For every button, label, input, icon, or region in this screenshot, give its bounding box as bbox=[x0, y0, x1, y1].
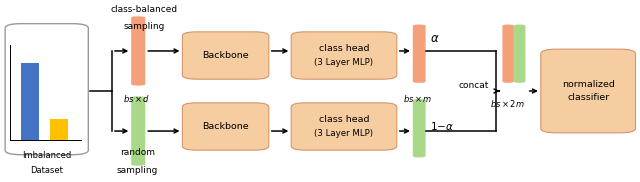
FancyBboxPatch shape bbox=[131, 16, 145, 86]
Text: class head: class head bbox=[319, 115, 369, 124]
Text: concat: concat bbox=[458, 81, 489, 90]
Text: $bs \times d$: $bs \times d$ bbox=[123, 93, 150, 104]
Text: $bs \times 2m$: $bs \times 2m$ bbox=[490, 98, 525, 109]
FancyBboxPatch shape bbox=[413, 99, 426, 157]
FancyBboxPatch shape bbox=[413, 25, 426, 83]
Text: $1\!-\!\alpha$: $1\!-\!\alpha$ bbox=[430, 120, 455, 132]
Text: Dataset: Dataset bbox=[30, 166, 63, 175]
FancyBboxPatch shape bbox=[541, 49, 636, 133]
FancyBboxPatch shape bbox=[514, 25, 525, 83]
Text: class head: class head bbox=[319, 44, 369, 53]
FancyBboxPatch shape bbox=[182, 103, 269, 150]
FancyBboxPatch shape bbox=[5, 24, 88, 155]
Text: Imbalanced: Imbalanced bbox=[22, 151, 71, 160]
Text: Backbone: Backbone bbox=[202, 122, 249, 131]
FancyBboxPatch shape bbox=[131, 96, 145, 166]
Text: (3 Layer MLP): (3 Layer MLP) bbox=[314, 58, 374, 67]
Text: sampling: sampling bbox=[124, 22, 164, 31]
Text: normalized: normalized bbox=[562, 80, 614, 89]
Text: $\alpha$: $\alpha$ bbox=[430, 32, 440, 45]
FancyBboxPatch shape bbox=[291, 103, 397, 150]
Text: Backbone: Backbone bbox=[202, 51, 249, 60]
Text: classifier: classifier bbox=[567, 93, 609, 102]
Text: class-balanced: class-balanced bbox=[111, 5, 177, 14]
Text: $bs \times m$: $bs \times m$ bbox=[403, 93, 432, 104]
FancyBboxPatch shape bbox=[182, 32, 269, 79]
FancyBboxPatch shape bbox=[291, 32, 397, 79]
Text: sampling: sampling bbox=[117, 166, 158, 175]
Text: (3 Layer MLP): (3 Layer MLP) bbox=[314, 129, 374, 138]
FancyBboxPatch shape bbox=[502, 25, 514, 83]
Text: random: random bbox=[120, 148, 155, 157]
